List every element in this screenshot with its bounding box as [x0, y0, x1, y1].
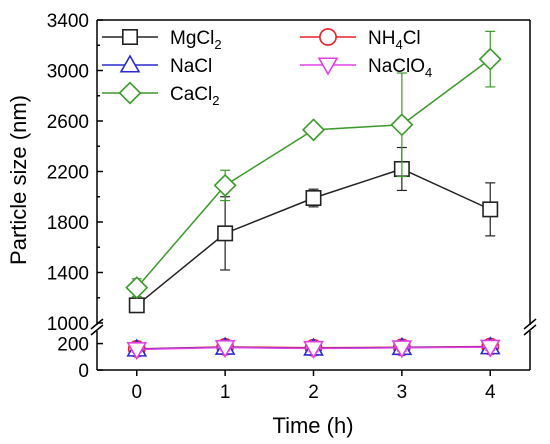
y-axis-title: Particle size (nm) [6, 95, 31, 265]
diamond-marker [478, 47, 502, 71]
y-tick-label: 2600 [47, 112, 89, 133]
legend-subscript: 4 [425, 65, 432, 80]
legend-label: CaCl2 [170, 84, 219, 108]
x-tick-label: 3 [397, 382, 408, 403]
legend-item: CaCl2 [102, 81, 219, 108]
x-axis-title: Time (h) [272, 413, 353, 438]
diamond-marker [390, 113, 414, 137]
triangle-down-marker [214, 339, 236, 359]
square-marker [482, 201, 499, 218]
axis-break-mark [90, 324, 104, 336]
legend-subscript: 4 [395, 37, 402, 52]
triangle-down-marker [317, 57, 339, 76]
circle-marker [319, 28, 337, 46]
legend: MgCl2 NH4Cl NaCl NaClO4 CaCl2 [102, 28, 432, 108]
y-tick-label: 2200 [47, 163, 89, 184]
square-marker [217, 225, 234, 242]
diamond-marker [213, 173, 237, 197]
square-marker [128, 297, 145, 314]
legend-label: NaClO4 [368, 56, 432, 80]
series-layer [125, 30, 502, 361]
triangle-up-marker [119, 54, 141, 73]
x-tick-label: 2 [308, 382, 319, 403]
x-tick-label: 1 [220, 382, 231, 403]
y-tick-label: 0 [78, 361, 89, 382]
y-tick-label: 200 [57, 335, 89, 356]
legend-suffix: Cl [403, 28, 421, 49]
series-naclo4 [126, 339, 501, 361]
legend-subscript: 2 [214, 37, 221, 52]
y-tick-label: 3000 [47, 62, 89, 83]
square-marker [305, 190, 322, 207]
series-cacl2 [125, 30, 502, 300]
triangle-down-marker [391, 340, 413, 359]
legend-subscript: 2 [212, 93, 219, 108]
legend-label: NH4Cl [368, 28, 421, 52]
diamond-marker [125, 276, 149, 300]
triangle-down-marker [479, 339, 501, 358]
axis-break-mark [90, 318, 104, 330]
legend-item: MgCl2 [102, 28, 222, 52]
plot-frame: 1000 1400 1800 2200 2600 3000 3400 0 200 0 1 2 3 4 [47, 11, 537, 403]
y-tick-label: 1800 [47, 213, 89, 234]
triangle-down-marker [126, 341, 148, 361]
x-tick-label: 4 [485, 382, 496, 403]
axis-break-mark [523, 318, 537, 330]
y-tick-label: 3400 [47, 11, 89, 32]
legend-item: NaClO4 [300, 56, 432, 80]
triangle-down-marker [303, 340, 324, 360]
legend-item: NaCl [102, 54, 212, 77]
y-tick-label: 1000 [47, 314, 89, 335]
legend-label: MgCl2 [170, 28, 222, 52]
legend-item: NH4Cl [300, 28, 421, 52]
series-mgcl2 [128, 146, 499, 314]
legend-label: NaCl [170, 56, 212, 77]
square-marker [122, 28, 139, 45]
x-tick-label: 0 [131, 382, 142, 403]
axis-break-mark [523, 324, 537, 336]
diamond-marker [302, 118, 325, 142]
diamond-marker [118, 81, 142, 105]
y-tick-label: 1400 [47, 264, 89, 285]
